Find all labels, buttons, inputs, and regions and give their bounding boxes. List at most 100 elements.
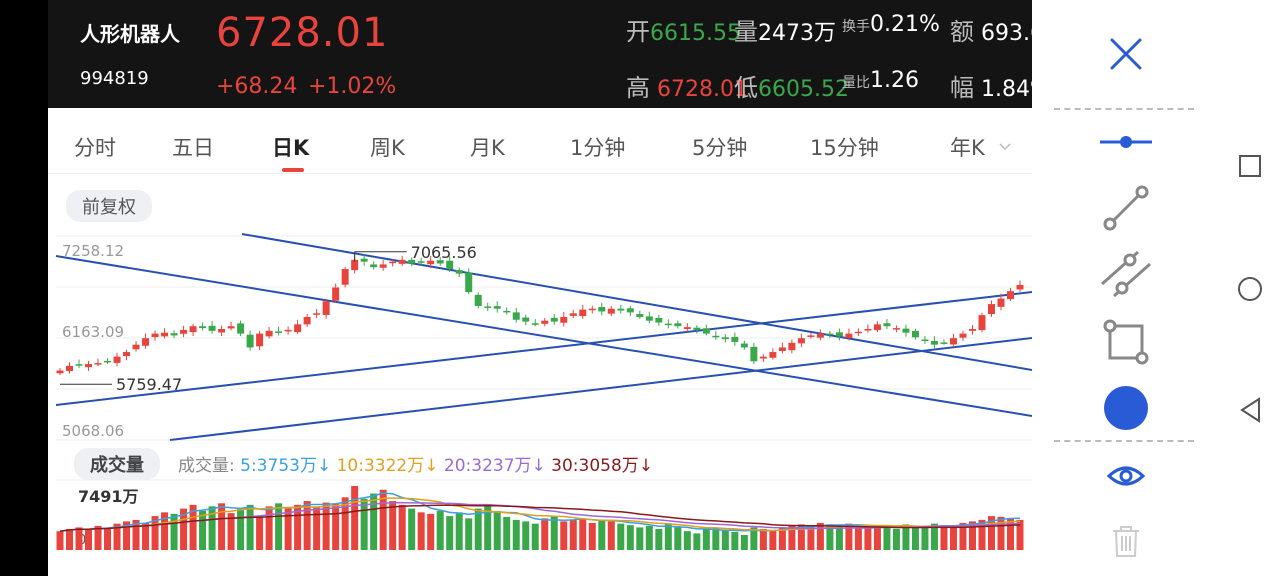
high-label: 高 <box>626 74 650 102</box>
home-circle-icon[interactable] <box>1236 275 1264 303</box>
volume-bar <box>560 521 568 550</box>
volume-bar <box>693 533 701 550</box>
candle <box>911 331 919 338</box>
segment-line-icon[interactable] <box>1102 184 1150 232</box>
tab-week-k[interactable]: 周K <box>370 136 405 160</box>
candle <box>341 269 349 285</box>
volume-bar <box>617 523 625 550</box>
toolbar-divider-bottom <box>1054 440 1194 442</box>
volume-bar <box>294 504 302 550</box>
candle <box>892 328 900 330</box>
candle <box>180 329 188 334</box>
volume-ind-0: 成交量: <box>178 456 235 476</box>
candle <box>664 323 672 326</box>
tab-minute[interactable]: 分时 <box>74 136 116 160</box>
candle <box>417 261 425 263</box>
volume-bar <box>398 504 406 550</box>
volume-bar <box>807 527 815 550</box>
volume-bar <box>721 530 729 550</box>
candle <box>427 260 435 265</box>
kline-chart[interactable]: 7258.12 6163.09 5068.06 7065.56 5759.47 7491万… <box>48 0 1032 576</box>
volume-bar <box>531 523 539 550</box>
tab-year-k[interactable]: 年K <box>950 136 985 160</box>
volume-bar <box>503 516 511 550</box>
low-value: 6605.52 <box>758 77 849 102</box>
volume-bar <box>455 512 463 550</box>
candle <box>142 338 150 346</box>
volume-bar <box>987 516 995 550</box>
color-swatch-icon[interactable] <box>1102 384 1150 432</box>
tab-15min[interactable]: 15分钟 <box>810 136 879 160</box>
current-price: 6728.01 <box>216 10 389 56</box>
tab-5min[interactable]: 5分钟 <box>692 136 748 160</box>
low-label: 低 <box>734 74 758 102</box>
candle <box>655 317 663 323</box>
candle <box>788 342 796 351</box>
trash-icon[interactable] <box>1110 524 1142 558</box>
chevron-down-icon[interactable] <box>998 142 1012 152</box>
chart-grid <box>56 235 1032 481</box>
volume-bar <box>132 519 140 550</box>
tab-month-k[interactable]: 月K <box>470 136 505 160</box>
volume-bar <box>199 510 207 550</box>
candle <box>873 324 881 331</box>
candle <box>797 338 805 344</box>
visibility-eye-icon[interactable] <box>1106 460 1146 492</box>
volume-bar <box>265 506 273 550</box>
candle <box>370 264 378 268</box>
volume-bar <box>474 508 482 550</box>
volume-ind-4: 30:3058万↓ <box>551 456 654 476</box>
candle <box>607 308 615 314</box>
volume-bar <box>142 522 150 550</box>
volume-bar <box>873 527 881 550</box>
volume-bar <box>322 502 330 550</box>
high-value: 6728.01 <box>657 77 748 102</box>
candle <box>360 258 368 262</box>
volume-bar <box>1006 518 1014 550</box>
adjust-button[interactable]: 前复权 <box>66 190 152 222</box>
volume-bars <box>56 486 1024 550</box>
candle <box>550 317 558 322</box>
candle <box>816 333 824 338</box>
back-triangle-icon[interactable] <box>1238 396 1262 424</box>
parallel-lines-icon[interactable] <box>1098 246 1154 302</box>
max-price-label: 7065.56 <box>411 243 477 262</box>
volume-bar <box>664 523 672 550</box>
horizontal-line-icon[interactable] <box>1098 128 1154 156</box>
candle <box>902 328 910 333</box>
volume-bar <box>446 516 454 550</box>
candle <box>66 365 74 372</box>
candle <box>351 259 359 271</box>
candle <box>474 294 482 306</box>
volume-bar <box>588 522 596 550</box>
candle <box>588 308 596 311</box>
stock-name: 人形机器人 <box>80 22 180 46</box>
candle <box>294 324 302 333</box>
tab-day-k[interactable]: 日K <box>272 136 310 160</box>
candle <box>921 339 929 341</box>
volume-bar <box>161 512 169 550</box>
volume-indicator-button[interactable]: 成交量 <box>74 448 160 480</box>
volume-ma-line <box>59 504 1021 532</box>
trend-line <box>55 291 1032 406</box>
volume-bar <box>769 530 777 550</box>
candle <box>493 306 501 309</box>
period-tabs: 分时 五日 日K 周K 月K 1分钟 5分钟 15分钟 年K <box>48 118 1032 174</box>
tab-1min[interactable]: 1分钟 <box>570 136 626 160</box>
volume-bar <box>778 527 786 550</box>
tab-five-day[interactable]: 五日 <box>172 136 214 160</box>
volume-bar <box>712 527 720 550</box>
volume-ind-2: 10:3322万↓ <box>336 456 439 476</box>
recents-square-icon[interactable] <box>1238 154 1262 178</box>
y-tick-label: 6163.09 <box>62 323 124 341</box>
volume-bar <box>598 519 606 550</box>
amount-quote: 额 693.6 <box>950 12 1032 47</box>
candle <box>968 328 976 331</box>
close-icon[interactable] <box>1108 36 1144 72</box>
candle <box>987 304 995 315</box>
candle <box>227 326 235 329</box>
rectangle-icon[interactable] <box>1102 318 1150 366</box>
volume-bar <box>189 504 197 550</box>
candle <box>997 298 1005 307</box>
y-tick-label: 7258.12 <box>62 242 124 260</box>
